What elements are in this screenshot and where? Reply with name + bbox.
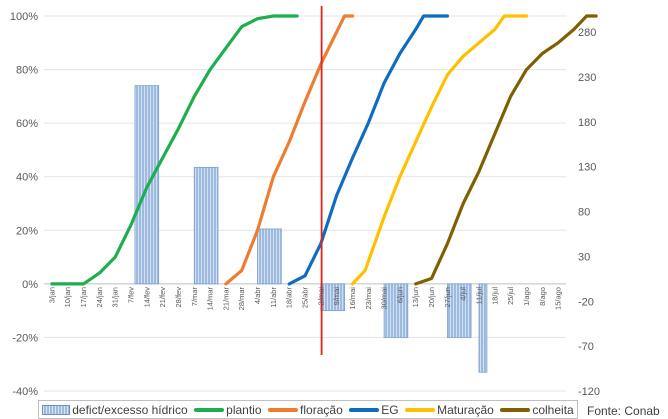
legend-item-floracao: floração bbox=[268, 403, 343, 417]
x-tick: 16/mai bbox=[348, 287, 357, 310]
y-right-tick: -20 bbox=[578, 296, 594, 308]
x-axis: 3/jan 10/jan 17/jan 24/jan 31/jan 7/fev 14/fev… bbox=[47, 286, 562, 310]
x-tick: 23/mai bbox=[364, 287, 373, 310]
y-right-tick: 280 bbox=[578, 27, 596, 39]
y-left-tick: -20% bbox=[12, 332, 38, 344]
y-left-tick: 0% bbox=[22, 279, 38, 291]
x-tick: 27/jun bbox=[443, 287, 452, 307]
legend-label-maturacao: Maturação bbox=[437, 402, 494, 417]
x-tick: 30/mai bbox=[380, 287, 389, 310]
series-florao bbox=[224, 14, 355, 286]
x-tick: 25/abr bbox=[301, 287, 310, 309]
x-tick: 4/jul bbox=[459, 287, 468, 301]
x-tick: 1/ago bbox=[522, 287, 531, 306]
legend-label-floracao: floração bbox=[300, 402, 343, 417]
x-tick: 9/mai bbox=[332, 287, 341, 306]
y-left-tick: -40% bbox=[12, 386, 38, 398]
y-left-tick: 60% bbox=[16, 118, 38, 130]
legend-swatch-plantio bbox=[194, 407, 225, 412]
y-axis-right: 280 230 180 130 80 30 -20 -70 -120 bbox=[578, 27, 600, 398]
x-tick: 14/mar bbox=[206, 287, 215, 311]
y-right-tick: -120 bbox=[578, 386, 600, 398]
source-label: Fonte: Conab bbox=[587, 404, 660, 418]
x-tick: 17/jan bbox=[79, 287, 88, 307]
x-tick: 25/jul bbox=[506, 287, 515, 305]
x-tick: 10/jan bbox=[63, 287, 72, 307]
y-right-tick: 30 bbox=[578, 251, 590, 263]
legend-item-eg: EG bbox=[349, 402, 399, 417]
y-right-tick: 230 bbox=[578, 72, 596, 84]
x-tick: 2/mai bbox=[316, 287, 325, 306]
water-balance-bars bbox=[134, 85, 488, 373]
series-lines bbox=[50, 14, 598, 286]
bar-4 bbox=[383, 283, 409, 338]
y-right-tick: -70 bbox=[578, 341, 594, 353]
x-tick: 3/jan bbox=[47, 287, 56, 303]
legend-swatch-maturacao bbox=[405, 407, 436, 412]
legend-label-bars: defict/excesso hídrico bbox=[72, 402, 188, 417]
x-tick: 18/jul bbox=[490, 287, 499, 305]
x-tick: 11/jul bbox=[475, 287, 484, 305]
grid bbox=[44, 15, 566, 392]
chart: 100% 80% 60% 40% 20% 0% -20% -40% 280 230 180 130 8… bbox=[10, 6, 600, 398]
y-left-tick: 100% bbox=[10, 11, 38, 23]
x-tick: 31/jan bbox=[111, 287, 120, 307]
x-tick: 28/mar bbox=[237, 286, 246, 310]
legend-label-eg: EG bbox=[381, 402, 399, 417]
x-tick: 24/jan bbox=[95, 287, 104, 307]
x-tick: 7/fev bbox=[127, 287, 136, 304]
series-colheita bbox=[414, 14, 598, 286]
x-tick: 11/abr bbox=[269, 287, 278, 308]
x-tick: 13/jun bbox=[411, 287, 420, 307]
x-tick: 8/ago bbox=[538, 287, 547, 306]
legend-label-plantio: plantio bbox=[226, 402, 262, 417]
y-right-tick: 180 bbox=[578, 117, 596, 129]
legend-swatch-colheita bbox=[500, 407, 531, 412]
x-tick: 21/mar bbox=[221, 286, 230, 310]
x-tick: 20/jun bbox=[427, 287, 436, 307]
legend: defict/excesso hídrico plantio floração … bbox=[38, 400, 578, 419]
x-tick: 21/fev bbox=[158, 287, 167, 308]
bar-2 bbox=[257, 228, 282, 285]
y-axis-left: 100% 80% 60% 40% 20% 0% -20% -40% bbox=[10, 11, 38, 398]
x-tick: 28/fev bbox=[174, 287, 183, 308]
x-tick: 6/jun bbox=[395, 287, 404, 303]
legend-swatch-floracao bbox=[268, 407, 299, 412]
y-left-tick: 20% bbox=[16, 225, 38, 237]
legend-item-colheita: colheita bbox=[500, 402, 574, 417]
x-tick: 14/fev bbox=[142, 287, 151, 308]
bar-6 bbox=[478, 283, 488, 373]
legend-swatch-bars bbox=[42, 404, 71, 415]
series-eg bbox=[287, 14, 449, 286]
series-maturao bbox=[350, 14, 529, 286]
legend-item-maturacao: Maturação bbox=[405, 403, 494, 417]
y-left-tick: 40% bbox=[16, 172, 38, 184]
legend-label-colheita: colheita bbox=[532, 402, 574, 417]
y-left-tick: 80% bbox=[16, 65, 38, 77]
x-tick: 15/ago bbox=[554, 287, 563, 310]
legend-swatch-eg bbox=[349, 407, 380, 412]
x-tick: 18/abr bbox=[285, 287, 294, 309]
x-tick: 7/mar bbox=[190, 287, 199, 307]
legend-item-bars: defict/excesso hídrico bbox=[42, 402, 188, 417]
series-plantio bbox=[50, 14, 299, 286]
y-right-tick: 80 bbox=[578, 207, 590, 219]
bar-1 bbox=[193, 166, 219, 285]
x-tick: 4/abr bbox=[253, 286, 262, 304]
bar-5 bbox=[446, 283, 472, 338]
legend-item-plantio: plantio bbox=[194, 402, 262, 417]
y-right-tick: 130 bbox=[578, 162, 596, 174]
